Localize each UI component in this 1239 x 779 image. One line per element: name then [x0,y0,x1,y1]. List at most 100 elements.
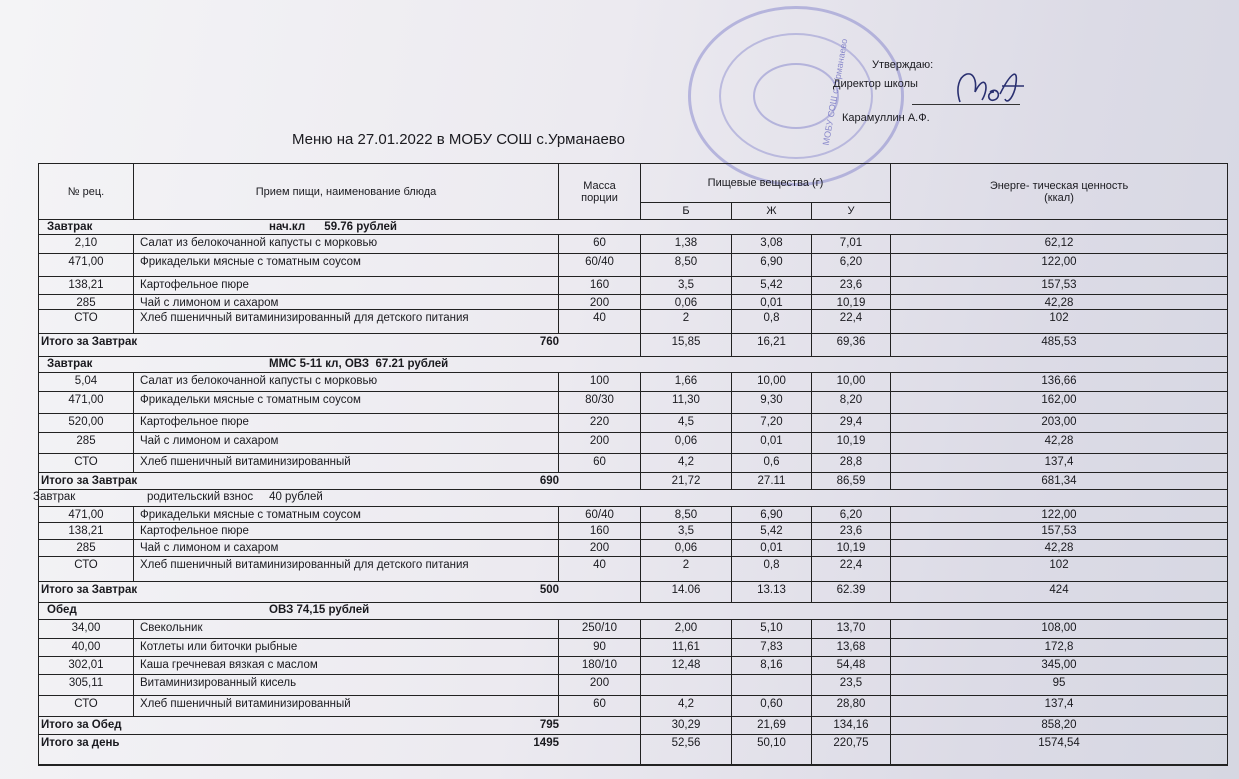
total-label: Итого за Завтрак [41,584,138,596]
energy: 162,00 [1041,394,1077,406]
energy: 203,00 [1041,416,1077,428]
recipe-number: 471,00 [39,507,134,522]
table-header: № рец. Прием пищи, наименование блюда Ма… [39,164,1227,220]
recipe-number: 2,10 [39,235,134,253]
section-label: Обед [47,604,77,616]
total-cell: 681,34 [1041,475,1077,487]
dish-name: Чай с лимоном и сахаром [134,433,559,453]
total-divider [640,334,641,356]
table-row: 5,04 Салат из белокочанной капусты с морк… [39,373,1227,392]
dish-name: Картофельное пюре [134,277,559,294]
total-row: Итого за Завтрак 690 21,72 27.11 86,59 681,34 [39,473,1227,490]
total-label: Итого за Обед [41,719,122,731]
total-mass: 795 [539,719,559,731]
portion-mass: 60/40 [559,254,641,276]
total-cell: 21,69 [732,717,812,734]
menu-table: № рец. Прием пищи, наименование блюда Ма… [33,163,1228,766]
energy: 136,66 [1041,375,1077,387]
protein: 2,00 [641,620,732,638]
dish-name: Фрикадельки мясные с томатным соусом [134,392,559,413]
total-cell: 27.11 [732,473,812,489]
total-cell: 62.39 [812,582,891,602]
recipe-number: 285 [39,433,134,453]
total-mass: 500 [539,584,559,596]
recipe-number: 305,11 [39,675,134,695]
portion-mass: 200 [559,433,641,453]
portion-mass: 220 [559,414,641,432]
total-cell: 858,20 [1041,719,1077,731]
section-header-row: Завтрак ММС 5-11 кл, ОВЗ 67.21 рублей [39,357,1227,373]
protein: 2 [641,557,732,581]
recipe-number: 471,00 [39,392,134,413]
protein: 4,2 [641,454,732,472]
recipe-number: 34,00 [39,620,134,638]
dish-name: Чай с лимоном и сахаром [134,295,559,309]
total-label: Итого за Завтрак [41,475,138,487]
dish-name: Салат из белокочанной капусты с морковью [134,373,559,391]
energy: 108,00 [1041,622,1077,634]
total-divider [640,582,641,602]
total-mass: 1495 [533,737,559,749]
signature-line [912,104,1020,105]
fat: 0,01 [732,433,812,453]
protein: 11,61 [641,639,732,656]
table-row: СТО Хлеб пшеничный витаминизированный для… [39,557,1227,582]
section-note: ОВЗ 74,15 рублей [269,604,370,616]
fat: 0,8 [732,557,812,581]
portion-mass: 40 [559,310,641,333]
table-row: 138,21 Картофельное пюре 160 3,5 5,42 23,6 157… [39,277,1227,295]
fat: 0,8 [732,310,812,333]
energy: 42,28 [1044,435,1074,447]
energy: 102 [1049,312,1069,324]
portion-mass: 80/30 [559,392,641,413]
fat [732,675,812,695]
total-row: Итого за Завтрак 500 14.06 13.13 62.39 424 [39,582,1227,603]
table-row: 305,11 Витаминизированный кисель 200 23,5 95 [39,675,1227,696]
director-name: Карамуллин А.Ф. [842,112,930,124]
fat: 7,83 [732,639,812,656]
dish-name: Хлеб пшеничный витаминизированный [134,454,559,472]
table-row: СТО Хлеб пшеничный витаминизированный для… [39,310,1227,334]
table-row: 40,00 Котлеты или биточки рыбные 90 11,61 7,… [39,639,1227,657]
protein: 11,30 [641,392,732,413]
fat: 6,90 [732,254,812,276]
carbs: 6,20 [812,254,891,276]
fat: 10,00 [732,373,812,391]
energy: 137,4 [1044,698,1074,710]
protein: 1,38 [641,235,732,253]
total-row: Итого за Обед 795 30,29 21,69 134,16 858,20 [39,717,1227,735]
protein: 12,48 [641,657,732,674]
section-note: родительский взнос 40 рублей [147,491,323,503]
protein: 2 [641,310,732,333]
section-header-row: Завтрак нач.кл 59.76 рублей [39,220,1227,235]
total-cell: 15,85 [641,334,732,356]
section-note: нач.кл 59.76 рублей [269,221,397,233]
table-row: 471,00 Фрикадельки мясные с томатным соус… [39,254,1227,277]
dish-name: Фрикадельки мясные с томатным соусом [134,507,559,522]
total-cell: 30,29 [641,717,732,734]
portion-mass: 100 [559,373,641,391]
recipe-number: 285 [39,295,134,309]
carbs: 22,4 [812,557,891,581]
official-stamp: МОБУ СОШ с. Урманаево [688,6,904,186]
fat: 0,6 [732,454,812,472]
dish-name: Хлеб пшеничный витаминизированный [134,696,559,716]
header-zh: Ж [732,203,812,219]
total-cell: 220,75 [812,735,891,764]
table-row: 2,10 Салат из белокочанной капусты с морк… [39,235,1227,254]
energy: 42,28 [1044,297,1074,309]
table-body: Завтрак нач.кл 59.76 рублей 2,10 Салат из б… [33,220,1227,765]
fat: 0,60 [732,696,812,716]
protein: 3,5 [641,523,732,539]
table-row: 285 Чай с лимоном и сахаром 200 0,06 0,01 10,… [39,295,1227,310]
energy: 102 [1049,559,1069,571]
total-cell: 69,36 [812,334,891,356]
fat: 7,20 [732,414,812,432]
energy: 157,53 [1041,279,1077,291]
table-row: 285 Чай с лимоном и сахаром 200 0,06 0,01 10,… [39,433,1227,454]
carbs: 13,68 [812,639,891,656]
energy: 62,12 [1044,237,1074,249]
recipe-number: 285 [39,540,134,556]
energy: 95 [1052,677,1066,689]
energy: 42,28 [1044,542,1074,554]
